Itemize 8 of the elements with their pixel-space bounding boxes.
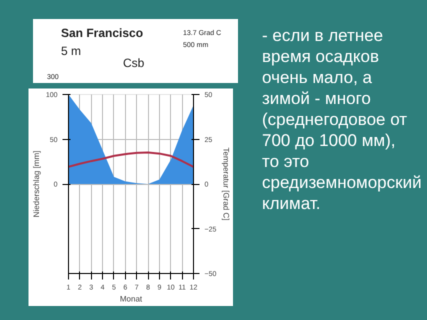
y-axis-title: Niederschlag [mm] (32, 150, 41, 218)
text: Csb (123, 55, 144, 72)
line-series (68, 151, 194, 168)
x-axis-title: Monat (120, 294, 143, 304)
text: 5 m (61, 43, 82, 60)
y2-axis-title: Temperatur [Grad C] (221, 148, 230, 220)
text: - если в летнее время осадков очень мало, а зимой - много (среднегодовое от 700 до 1000 мм), то это средиземноморский климат. (262, 26, 422, 213)
chart-title: San Francisco (61, 25, 144, 42)
